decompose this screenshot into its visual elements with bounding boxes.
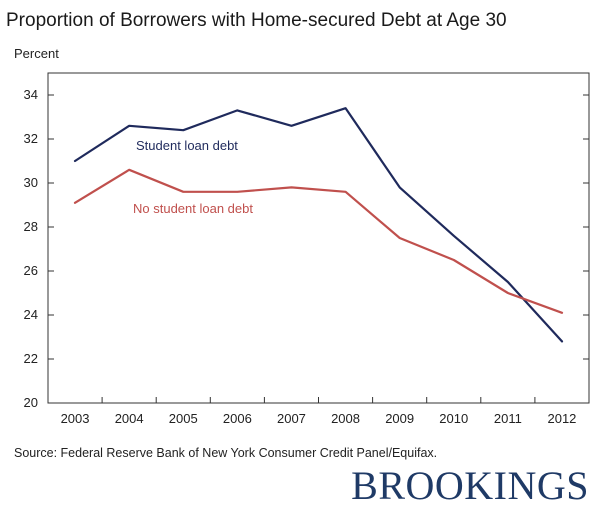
x-tick-label: 2011 [494,411,522,426]
x-tick-label: 2010 [439,411,468,426]
y-tick-label: 26 [24,263,38,278]
x-tick-label: 2004 [115,411,144,426]
series-line-student-loan-debt [73,107,564,343]
x-tick-label: 2007 [277,411,306,426]
x-tick-label: 2009 [385,411,414,426]
x-tick-label: 2006 [223,411,252,426]
series-label-student-loan-debt: Student loan debt [136,138,238,153]
y-tick-label: 30 [24,175,38,190]
y-axis-unit-label: Percent [14,46,59,61]
source-note: Source: Federal Reserve Bank of New York… [14,446,438,460]
x-tick-label: 2005 [169,411,198,426]
y-tick-label: 32 [24,131,38,146]
y-tick-label: 24 [24,307,38,322]
y-tick-label: 22 [24,351,38,366]
x-tick-label: 2008 [331,411,360,426]
x-tick-label: 2012 [547,411,576,426]
series-label-no-student-loan-debt: No student loan debt [133,201,253,216]
x-tick-label: 2003 [61,411,90,426]
line-chart: 20 22 24 26 28 30 32 34 2003 2004 2005 2006 2007 2008… [24,72,590,426]
y-tick-label: 28 [24,219,38,234]
chart-title: Proportion of Borrowers with Home-secure… [6,10,507,31]
brookings-logo: BROOKINGS [351,463,589,508]
y-tick-label: 34 [24,87,38,102]
plot-frame [47,72,590,404]
y-tick-label: 20 [24,395,38,410]
series-line-no-student-loan-debt [73,168,564,314]
